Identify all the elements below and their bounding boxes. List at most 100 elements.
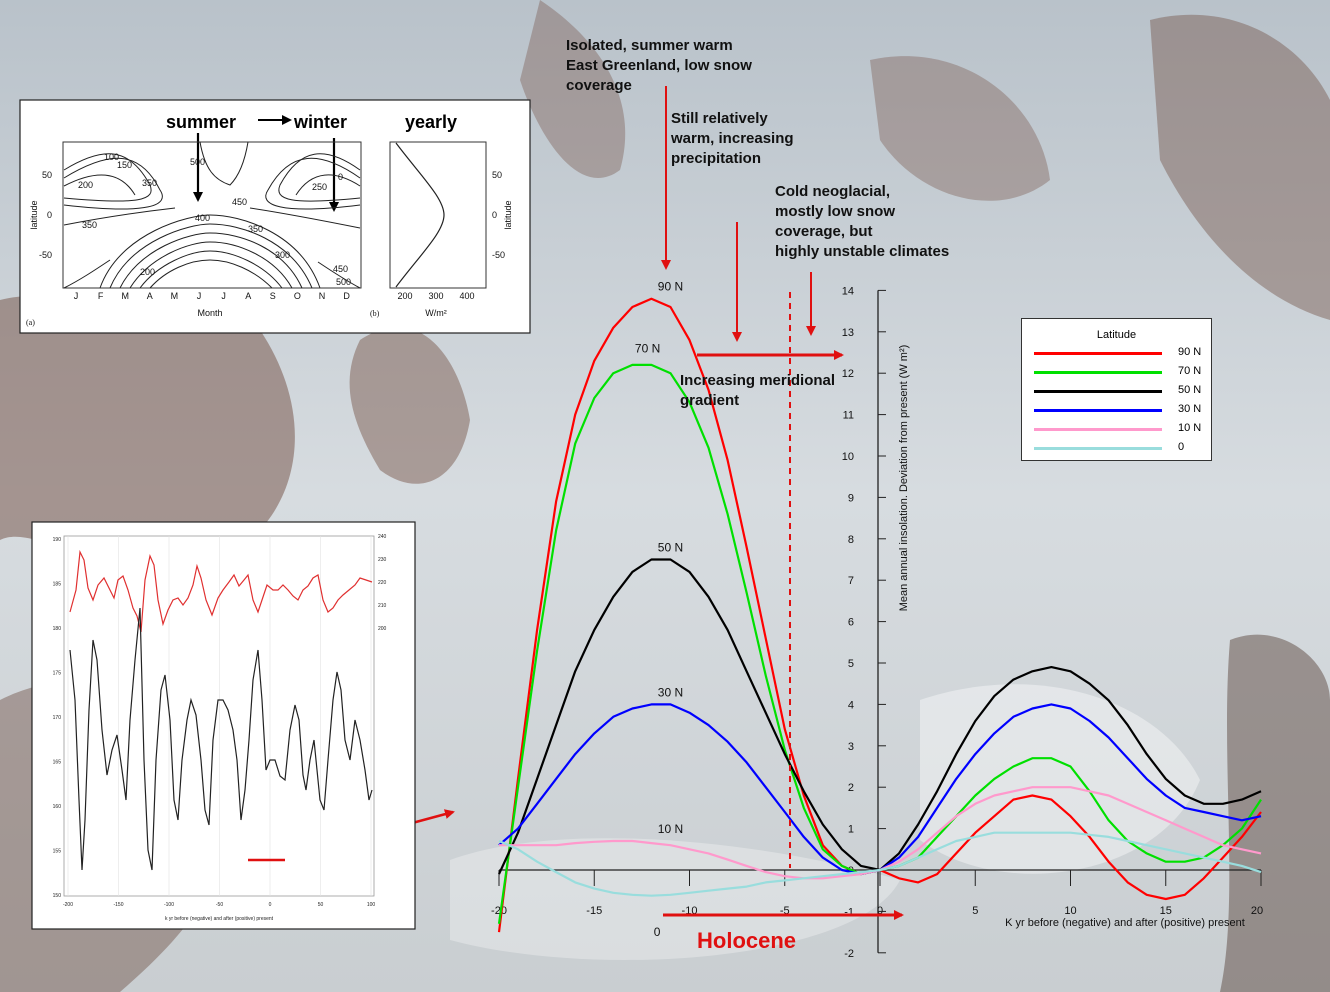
x-tick: -150: [113, 902, 123, 908]
y-tick-label: 5: [848, 658, 854, 670]
legend-item: 0: [1032, 439, 1207, 457]
month-label: M: [171, 291, 179, 301]
y-tick: -50: [39, 250, 52, 260]
y-tick-label: 6: [848, 617, 854, 629]
y-tick: 0: [47, 210, 52, 220]
inset-bottom-right-yticks: 240 230 220 210 200: [378, 534, 387, 632]
holocene-label: Holocene: [697, 928, 797, 953]
summer-label: summer: [166, 112, 236, 132]
x-axis-title: K yr before (negative) and after (positi…: [1005, 917, 1245, 929]
contour-label: 100: [104, 152, 119, 162]
chart-legend: Latitude 90 N 70 N 50 N 30 N 10 N 0: [1021, 318, 1212, 461]
legend-swatch: [1034, 428, 1162, 431]
left-y-tick: 180: [53, 626, 62, 632]
x-tick: 200: [397, 291, 412, 301]
series-label: 10 N: [658, 822, 683, 836]
month-label: A: [245, 291, 251, 301]
y-tick-label: -2: [844, 948, 854, 960]
yearly-y-ticks: 50 0 -50: [492, 170, 505, 260]
panel-a-label: (a): [26, 318, 35, 327]
y-tick-label: 4: [848, 699, 854, 711]
gradient-annotation: Increasing meridional gradient: [680, 372, 836, 409]
contour-labels: 200 150 350 100 500 400 450 250 0 350 30…: [78, 152, 351, 287]
y-tick-label: 7: [848, 575, 854, 587]
legend-item: 10 N: [1032, 420, 1207, 438]
legend-title: Latitude: [1096, 329, 1137, 341]
contour-x-label: Month: [197, 308, 222, 318]
legend-label: 10 N: [1178, 422, 1202, 434]
left-y-tick: 170: [53, 715, 62, 721]
contour-label: 450: [232, 197, 247, 207]
contour-y-ticks: 50 0 -50: [39, 170, 52, 260]
x-tick: 100: [367, 902, 376, 908]
inset-bottom-x-label: k yr before (negative) and after (positi…: [165, 916, 274, 922]
contour-label: 200: [78, 180, 93, 190]
winter-label: winter: [293, 112, 347, 132]
inset-bottom-xticks: -200 -150 -100 -50 0 50 100: [63, 902, 375, 908]
y-tick: 50: [492, 170, 502, 180]
x-tick-label: 5: [972, 905, 978, 917]
month-label: A: [147, 291, 153, 301]
yearly-x-ticks: 200 300 400: [397, 291, 474, 301]
inset-bottom-left-yticks: 190 185 180 175 170 165 160 155 150: [53, 537, 62, 899]
month-label: J: [221, 291, 226, 301]
legend-label: 90 N: [1178, 346, 1202, 358]
contour-label: 250: [312, 182, 327, 192]
x-tick-label: -5: [780, 905, 790, 917]
month-label: N: [319, 291, 326, 301]
left-y-tick: 185: [53, 582, 62, 588]
yearly-x-label: W/m²: [425, 308, 447, 318]
x-tick-label: -20: [491, 905, 507, 917]
legend-swatch: [1034, 409, 1162, 412]
left-y-tick: 165: [53, 760, 62, 766]
series-line-0: [498, 831, 1262, 897]
x-tick: 0: [269, 902, 272, 908]
month-label: O: [294, 291, 301, 301]
x-tick: 50: [318, 902, 324, 908]
contour-label: 350: [142, 178, 157, 188]
y-tick-label: 8: [848, 534, 854, 546]
legend-label: 0: [1178, 441, 1185, 453]
x-tick-label: 20: [1251, 905, 1263, 917]
series-label: 50 N: [658, 541, 683, 555]
contour-label: 300: [275, 250, 290, 260]
right-y-tick: 200: [378, 626, 387, 632]
legend-label: 50 N: [1178, 384, 1202, 396]
red-series-line: [69, 549, 373, 633]
contour-plot-frame: [62, 141, 362, 289]
y-tick: 50: [42, 170, 52, 180]
summer-warm-annotation: Isolated, summer warm East Greenland, lo…: [566, 37, 752, 94]
yearly-profile-curve: [395, 142, 445, 288]
right-y-tick: 240: [378, 534, 387, 540]
yearly-y-label: latitude: [503, 200, 513, 229]
month-label: S: [270, 291, 276, 301]
x-tick: -200: [63, 902, 73, 908]
chart-series: [497, 297, 1262, 933]
contour-label: 0: [338, 172, 343, 182]
inset-top-frame: [19, 99, 531, 334]
legend-swatch: [1034, 371, 1162, 374]
still-warm-annotation: Still relatively warm, increasing precip…: [671, 110, 794, 167]
y-tick-label: 11: [843, 410, 854, 422]
y-tick-label: 9: [848, 492, 854, 504]
contour-label: 500: [336, 277, 351, 287]
left-y-tick: 190: [53, 537, 62, 543]
y-tick-label: 10: [842, 451, 854, 463]
left-y-tick: 150: [53, 893, 62, 899]
y-tick-label: 13: [842, 327, 854, 339]
legend-label: 30 N: [1178, 403, 1202, 415]
y-axis-title: Mean annual insolation. Deviation from p…: [898, 345, 910, 612]
y-tick-label: -1: [844, 906, 854, 918]
contour-label: 500: [190, 157, 205, 167]
x-tick: -100: [164, 902, 174, 908]
y-tick-label: 14: [842, 285, 854, 297]
contour-label: 200: [140, 267, 155, 277]
legend-item: 90 N: [1032, 344, 1207, 362]
contour-label: 350: [82, 220, 97, 230]
y-tick: -50: [492, 250, 505, 260]
left-y-tick: 175: [53, 671, 62, 677]
series-label: 0: [654, 925, 661, 939]
y-tick-label: 3: [848, 741, 854, 753]
series-label: 30 N: [658, 685, 683, 699]
